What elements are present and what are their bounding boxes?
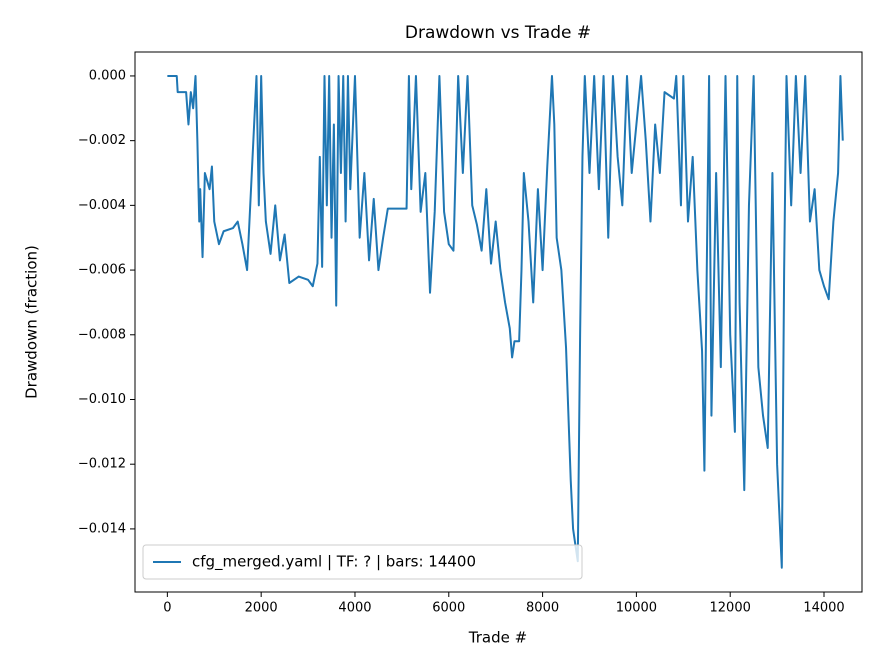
legend: cfg_merged.yaml | TF: ? | bars: 14400 <box>142 544 583 580</box>
x-tick-label: 2000 <box>245 601 278 616</box>
plot-frame <box>134 51 863 593</box>
legend-label: cfg_merged.yaml | TF: ? | bars: 14400 <box>192 553 476 572</box>
x-tick-label: 0 <box>163 601 171 616</box>
y-axis-label: Drawdown (fraction) <box>23 245 41 399</box>
legend-box <box>142 544 583 580</box>
x-tick-label: 14000 <box>803 601 844 616</box>
y-tick-label: 0.000 <box>89 68 126 83</box>
x-tick-label: 4000 <box>338 601 371 616</box>
series-line <box>167 74 844 569</box>
y-tick-label: −0.006 <box>78 263 126 278</box>
x-tick-label: 8000 <box>526 601 559 616</box>
x-tick-label: 6000 <box>432 601 465 616</box>
y-tick-label: −0.014 <box>78 521 126 536</box>
y-tick-label: −0.004 <box>78 198 126 213</box>
x-tick-label: 10000 <box>616 601 657 616</box>
x-tick-label: 12000 <box>710 601 751 616</box>
y-tick-label: −0.010 <box>78 392 126 407</box>
y-tick-label: −0.012 <box>78 457 126 472</box>
chart-title: Drawdown vs Trade # <box>405 23 591 43</box>
x-axis-label: Trade # <box>468 629 527 647</box>
y-tick-label: −0.008 <box>78 327 126 342</box>
y-tick-label: −0.002 <box>78 133 126 148</box>
